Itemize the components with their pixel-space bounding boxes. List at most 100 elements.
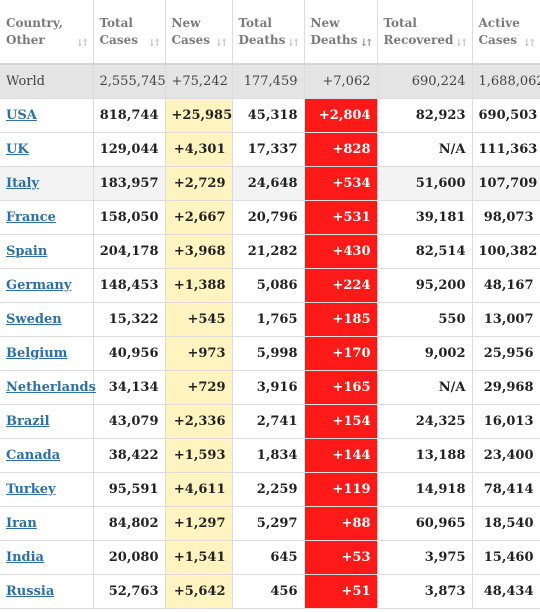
total-deaths-cell: 2,259 bbox=[232, 472, 305, 507]
country-cell: Russia bbox=[0, 574, 94, 609]
country-link[interactable]: Italy bbox=[6, 175, 40, 191]
total-deaths-cell: 5,297 bbox=[232, 506, 305, 541]
active-cases-header[interactable]: Active Cases ↓↑ bbox=[472, 0, 540, 65]
sort-arrows-icon[interactable]: ↓↑ bbox=[454, 38, 469, 49]
total-cases-cell: 148,453 bbox=[93, 268, 166, 303]
active-cases-cell: 16,013 bbox=[472, 404, 540, 439]
new-deaths-cell: +53 bbox=[304, 540, 378, 575]
new-cases-cell: +5,642 bbox=[165, 574, 233, 609]
active-cases-cell: 13,007 bbox=[472, 302, 540, 337]
new-cases-cell: +2,336 bbox=[165, 404, 233, 439]
total-cases-cell: 40,956 bbox=[93, 336, 166, 371]
country-cell: Sweden bbox=[0, 302, 94, 337]
total-deaths-cell: 5,086 bbox=[232, 268, 305, 303]
country-link[interactable]: France bbox=[6, 209, 56, 225]
total-cases-cell: 204,178 bbox=[93, 234, 166, 269]
total-cases-cell: 20,080 bbox=[93, 540, 166, 575]
new-cases-cell: +1,541 bbox=[165, 540, 233, 575]
country-cell: USA bbox=[0, 98, 94, 133]
country-cell: Brazil bbox=[0, 404, 94, 439]
country-link[interactable]: Belgium bbox=[6, 345, 68, 361]
new-deaths-header[interactable]: New Deaths ↓↑ bbox=[304, 0, 378, 65]
country-cell: Belgium bbox=[0, 336, 94, 371]
country-link[interactable]: Netherlands bbox=[6, 379, 96, 395]
country-link[interactable]: India bbox=[6, 549, 44, 565]
sort-arrows-icon[interactable]: ↓↑ bbox=[522, 38, 537, 49]
sort-arrows-icon[interactable]: ↓↑ bbox=[359, 38, 374, 49]
total-recovered-cell: 82,514 bbox=[377, 234, 473, 269]
table-body: World 2,555,745 +75,242 177,459 +7,062 690,22… bbox=[0, 64, 540, 609]
header-line2: Cases bbox=[99, 32, 138, 47]
country-link[interactable]: Turkey bbox=[6, 481, 56, 497]
total-recovered-header[interactable]: Total Recovered ↓↑ bbox=[377, 0, 473, 65]
total-recovered-cell: 51,600 bbox=[377, 166, 473, 201]
new-cases-header[interactable]: New Cases ↓↑ bbox=[165, 0, 233, 65]
active-cases-cell: 25,956 bbox=[472, 336, 540, 371]
active-cases-cell: 18,540 bbox=[472, 506, 540, 541]
new-cases-cell: +973 bbox=[165, 336, 233, 371]
total-deaths-cell: 24,648 bbox=[232, 166, 305, 201]
total-cases-header[interactable]: Total Cases ↓↑ bbox=[93, 0, 166, 65]
country-cell: India bbox=[0, 540, 94, 575]
table-row: Iran 84,802 +1,297 5,297 +88 60,965 18,540 bbox=[0, 506, 540, 541]
header-line2: Other bbox=[6, 32, 45, 47]
total-cases-cell: 34,134 bbox=[93, 370, 166, 405]
active-cases-cell: 48,434 bbox=[472, 574, 540, 609]
new-deaths-cell: +430 bbox=[304, 234, 378, 269]
header-line2: Cases bbox=[171, 32, 210, 47]
sort-arrows-icon[interactable]: ↓↑ bbox=[286, 38, 301, 49]
country-cell: Iran bbox=[0, 506, 94, 541]
country-link[interactable]: USA bbox=[6, 107, 37, 123]
country-link[interactable]: UK bbox=[6, 141, 29, 157]
total-recovered-cell: N/A bbox=[377, 132, 473, 167]
new-deaths-cell: +531 bbox=[304, 200, 378, 235]
header-line1: Active bbox=[478, 15, 520, 30]
sort-arrows-icon[interactable]: ↓↑ bbox=[214, 38, 229, 49]
total-cases-cell: 52,763 bbox=[93, 574, 166, 609]
total-deaths-cell: 2,741 bbox=[232, 404, 305, 439]
table-row: Canada 38,422 +1,593 1,834 +144 13,188 23,400 bbox=[0, 438, 540, 473]
country-cell: France bbox=[0, 200, 94, 235]
country-link[interactable]: Spain bbox=[6, 243, 48, 259]
total-deaths-cell: 3,916 bbox=[232, 370, 305, 405]
active-cases-cell: 107,709 bbox=[472, 166, 540, 201]
active-cases-cell: 98,073 bbox=[472, 200, 540, 235]
new-deaths-cell: +534 bbox=[304, 166, 378, 201]
sort-arrows-icon[interactable]: ↓↑ bbox=[147, 38, 162, 49]
total-deaths-header[interactable]: Total Deaths ↓↑ bbox=[232, 0, 305, 65]
new-cases-cell: +2,667 bbox=[165, 200, 233, 235]
country-cell: Spain bbox=[0, 234, 94, 269]
header-line2: Deaths bbox=[238, 32, 286, 47]
country-link[interactable]: Germany bbox=[6, 277, 72, 293]
sort-arrows-icon[interactable]: ↓↑ bbox=[75, 38, 90, 49]
country-link[interactable]: Canada bbox=[6, 447, 61, 463]
new-deaths-cell: +154 bbox=[304, 404, 378, 439]
table-row: USA 818,744 +25,985 45,318 +2,804 82,923 690,5… bbox=[0, 98, 540, 133]
total-cases-cell: 158,050 bbox=[93, 200, 166, 235]
total-deaths-cell: 17,337 bbox=[232, 132, 305, 167]
total-cases-cell: 818,744 bbox=[93, 98, 166, 133]
table-row: Russia 52,763 +5,642 456 +51 3,873 48,434 bbox=[0, 574, 540, 609]
table-row: Netherlands 34,134 +729 3,916 +165 N/A 29,968 bbox=[0, 370, 540, 405]
country-cell: World bbox=[0, 64, 94, 99]
active-cases-cell: 15,460 bbox=[472, 540, 540, 575]
country-cell: Germany bbox=[0, 268, 94, 303]
country-link[interactable]: Russia bbox=[6, 583, 55, 599]
country-header[interactable]: Country, Other ↓↑ bbox=[0, 0, 94, 65]
table-row: Italy 183,957 +2,729 24,648 +534 51,600 107,70… bbox=[0, 166, 540, 201]
country-link[interactable]: Brazil bbox=[6, 413, 50, 429]
header-line1: Total bbox=[383, 15, 417, 30]
new-cases-cell: +4,301 bbox=[165, 132, 233, 167]
active-cases-cell: 29,968 bbox=[472, 370, 540, 405]
new-deaths-cell: +165 bbox=[304, 370, 378, 405]
country-cell: Italy bbox=[0, 166, 94, 201]
new-deaths-cell: +185 bbox=[304, 302, 378, 337]
country-link[interactable]: Iran bbox=[6, 515, 37, 531]
active-cases-cell: 111,363 bbox=[472, 132, 540, 167]
new-cases-cell: +1,593 bbox=[165, 438, 233, 473]
new-cases-cell: +3,968 bbox=[165, 234, 233, 269]
table-row: UK 129,044 +4,301 17,337 +828 N/A 111,363 bbox=[0, 132, 540, 167]
header-line1: New bbox=[310, 15, 340, 30]
country-link[interactable]: Sweden bbox=[6, 311, 62, 327]
